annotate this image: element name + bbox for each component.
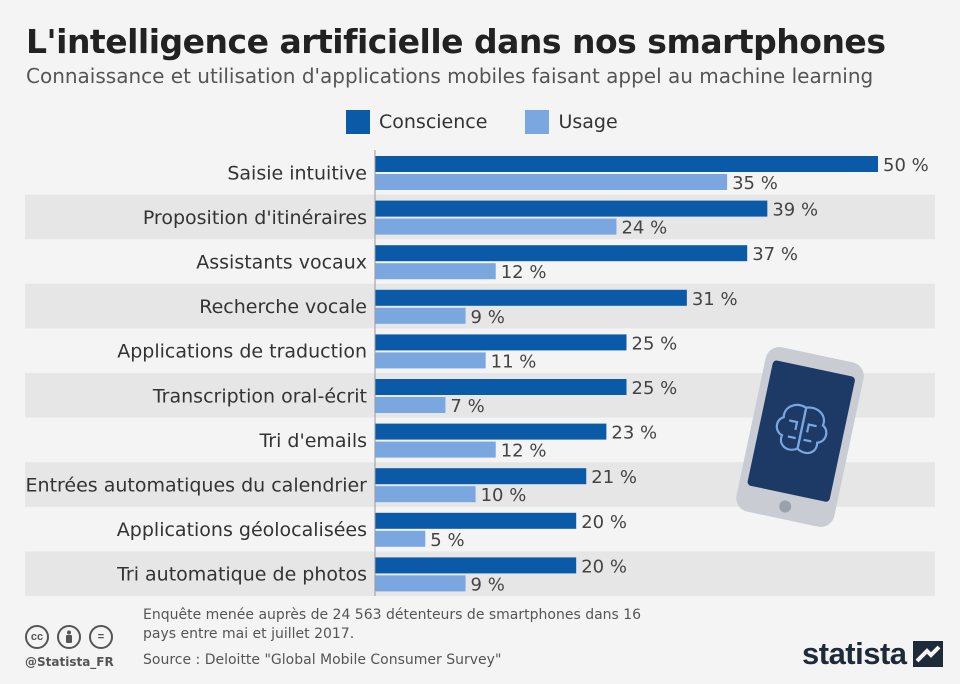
category-label: Applications géolocalisées xyxy=(117,519,367,541)
bar-conscience xyxy=(375,557,577,574)
value-label-conscience: 21 % xyxy=(591,467,637,488)
chart-title: L'intelligence artificielle dans nos sma… xyxy=(26,22,886,61)
legend-swatch-usage xyxy=(525,110,550,134)
value-label-conscience: 25 % xyxy=(632,378,678,399)
bar-chart: Saisie intuitive 50 % 35 % Proposition d'it… xyxy=(25,150,935,596)
bar-usage xyxy=(375,397,446,413)
category-label: Tri automatique de photos xyxy=(116,564,367,586)
license-icons: cc = xyxy=(25,625,121,649)
bar-conscience xyxy=(375,468,587,485)
value-label-usage: 12 % xyxy=(501,441,547,462)
value-label-usage: 12 % xyxy=(501,262,547,283)
statista-logo: statista xyxy=(802,636,943,672)
legend-item-usage: Usage xyxy=(525,110,618,134)
legend-label-conscience: Conscience xyxy=(379,111,488,133)
no-derivatives-icon: = xyxy=(89,625,113,649)
bar-usage xyxy=(375,307,466,324)
value-label-usage: 5 % xyxy=(430,530,464,551)
statista-wordmark: statista xyxy=(802,636,907,671)
value-label-usage: 7 % xyxy=(450,396,484,417)
bar-conscience xyxy=(375,289,687,306)
bar-conscience xyxy=(375,200,768,217)
value-label-conscience: 37 % xyxy=(752,244,798,265)
footer-note: Enquête menée auprès de 24 563 détenteur… xyxy=(143,607,642,642)
value-label-usage: 10 % xyxy=(481,485,527,506)
smartphone-brain-icon xyxy=(730,345,870,535)
category-label: Recherche vocale xyxy=(199,296,367,318)
bar-usage xyxy=(375,530,426,547)
legend-swatch-conscience xyxy=(346,110,370,134)
bar-usage xyxy=(375,352,486,369)
bar-conscience xyxy=(375,512,577,529)
creative-commons-icon: cc xyxy=(25,625,49,649)
category-label: Proposition d'itinéraires xyxy=(143,207,367,229)
category-label: Tri d'emails xyxy=(258,430,367,452)
bar-conscience xyxy=(375,156,878,172)
footer-source: Source : Deloitte "Global Mobile Consume… xyxy=(143,652,502,668)
bar-conscience xyxy=(375,245,748,262)
bar-conscience xyxy=(375,379,627,395)
value-label-usage: 11 % xyxy=(491,351,537,372)
value-label-conscience: 20 % xyxy=(581,556,627,577)
value-label-conscience: 25 % xyxy=(632,333,678,354)
category-label: Transcription oral-écrit xyxy=(152,385,367,407)
chart-subtitle: Connaissance et utilisation d'applicatio… xyxy=(26,64,874,88)
value-label-conscience: 31 % xyxy=(692,289,738,310)
bar-usage xyxy=(375,218,617,235)
value-label-conscience: 39 % xyxy=(772,200,818,221)
value-label-usage: 9 % xyxy=(471,574,505,595)
statista-mark-icon xyxy=(912,641,943,667)
bar-conscience xyxy=(375,334,627,351)
value-label-usage: 35 % xyxy=(732,173,778,194)
bar-usage xyxy=(375,575,466,592)
value-label-usage: 9 % xyxy=(471,307,505,328)
value-label-usage: 24 % xyxy=(621,218,667,239)
legend-label-usage: Usage xyxy=(558,111,618,133)
bar-usage xyxy=(375,174,728,190)
bar-usage xyxy=(375,486,476,503)
category-label: Applications de traduction xyxy=(117,341,367,363)
social-handle: @Statista_FR xyxy=(25,655,114,669)
attribution-icon xyxy=(57,625,81,649)
category-label: Assistants vocaux xyxy=(196,252,367,274)
legend-item-conscience: Conscience xyxy=(346,110,487,134)
value-label-conscience: 23 % xyxy=(611,423,657,444)
bar-usage xyxy=(375,441,496,458)
category-label: Entrées automatiques du calendrier xyxy=(26,475,368,497)
bar-conscience xyxy=(375,423,607,440)
legend: Conscience Usage xyxy=(346,110,656,134)
bar-usage xyxy=(375,263,496,280)
value-label-conscience: 20 % xyxy=(581,512,627,533)
value-label-conscience: 50 % xyxy=(883,155,929,176)
category-label: Saisie intuitive xyxy=(227,162,367,184)
